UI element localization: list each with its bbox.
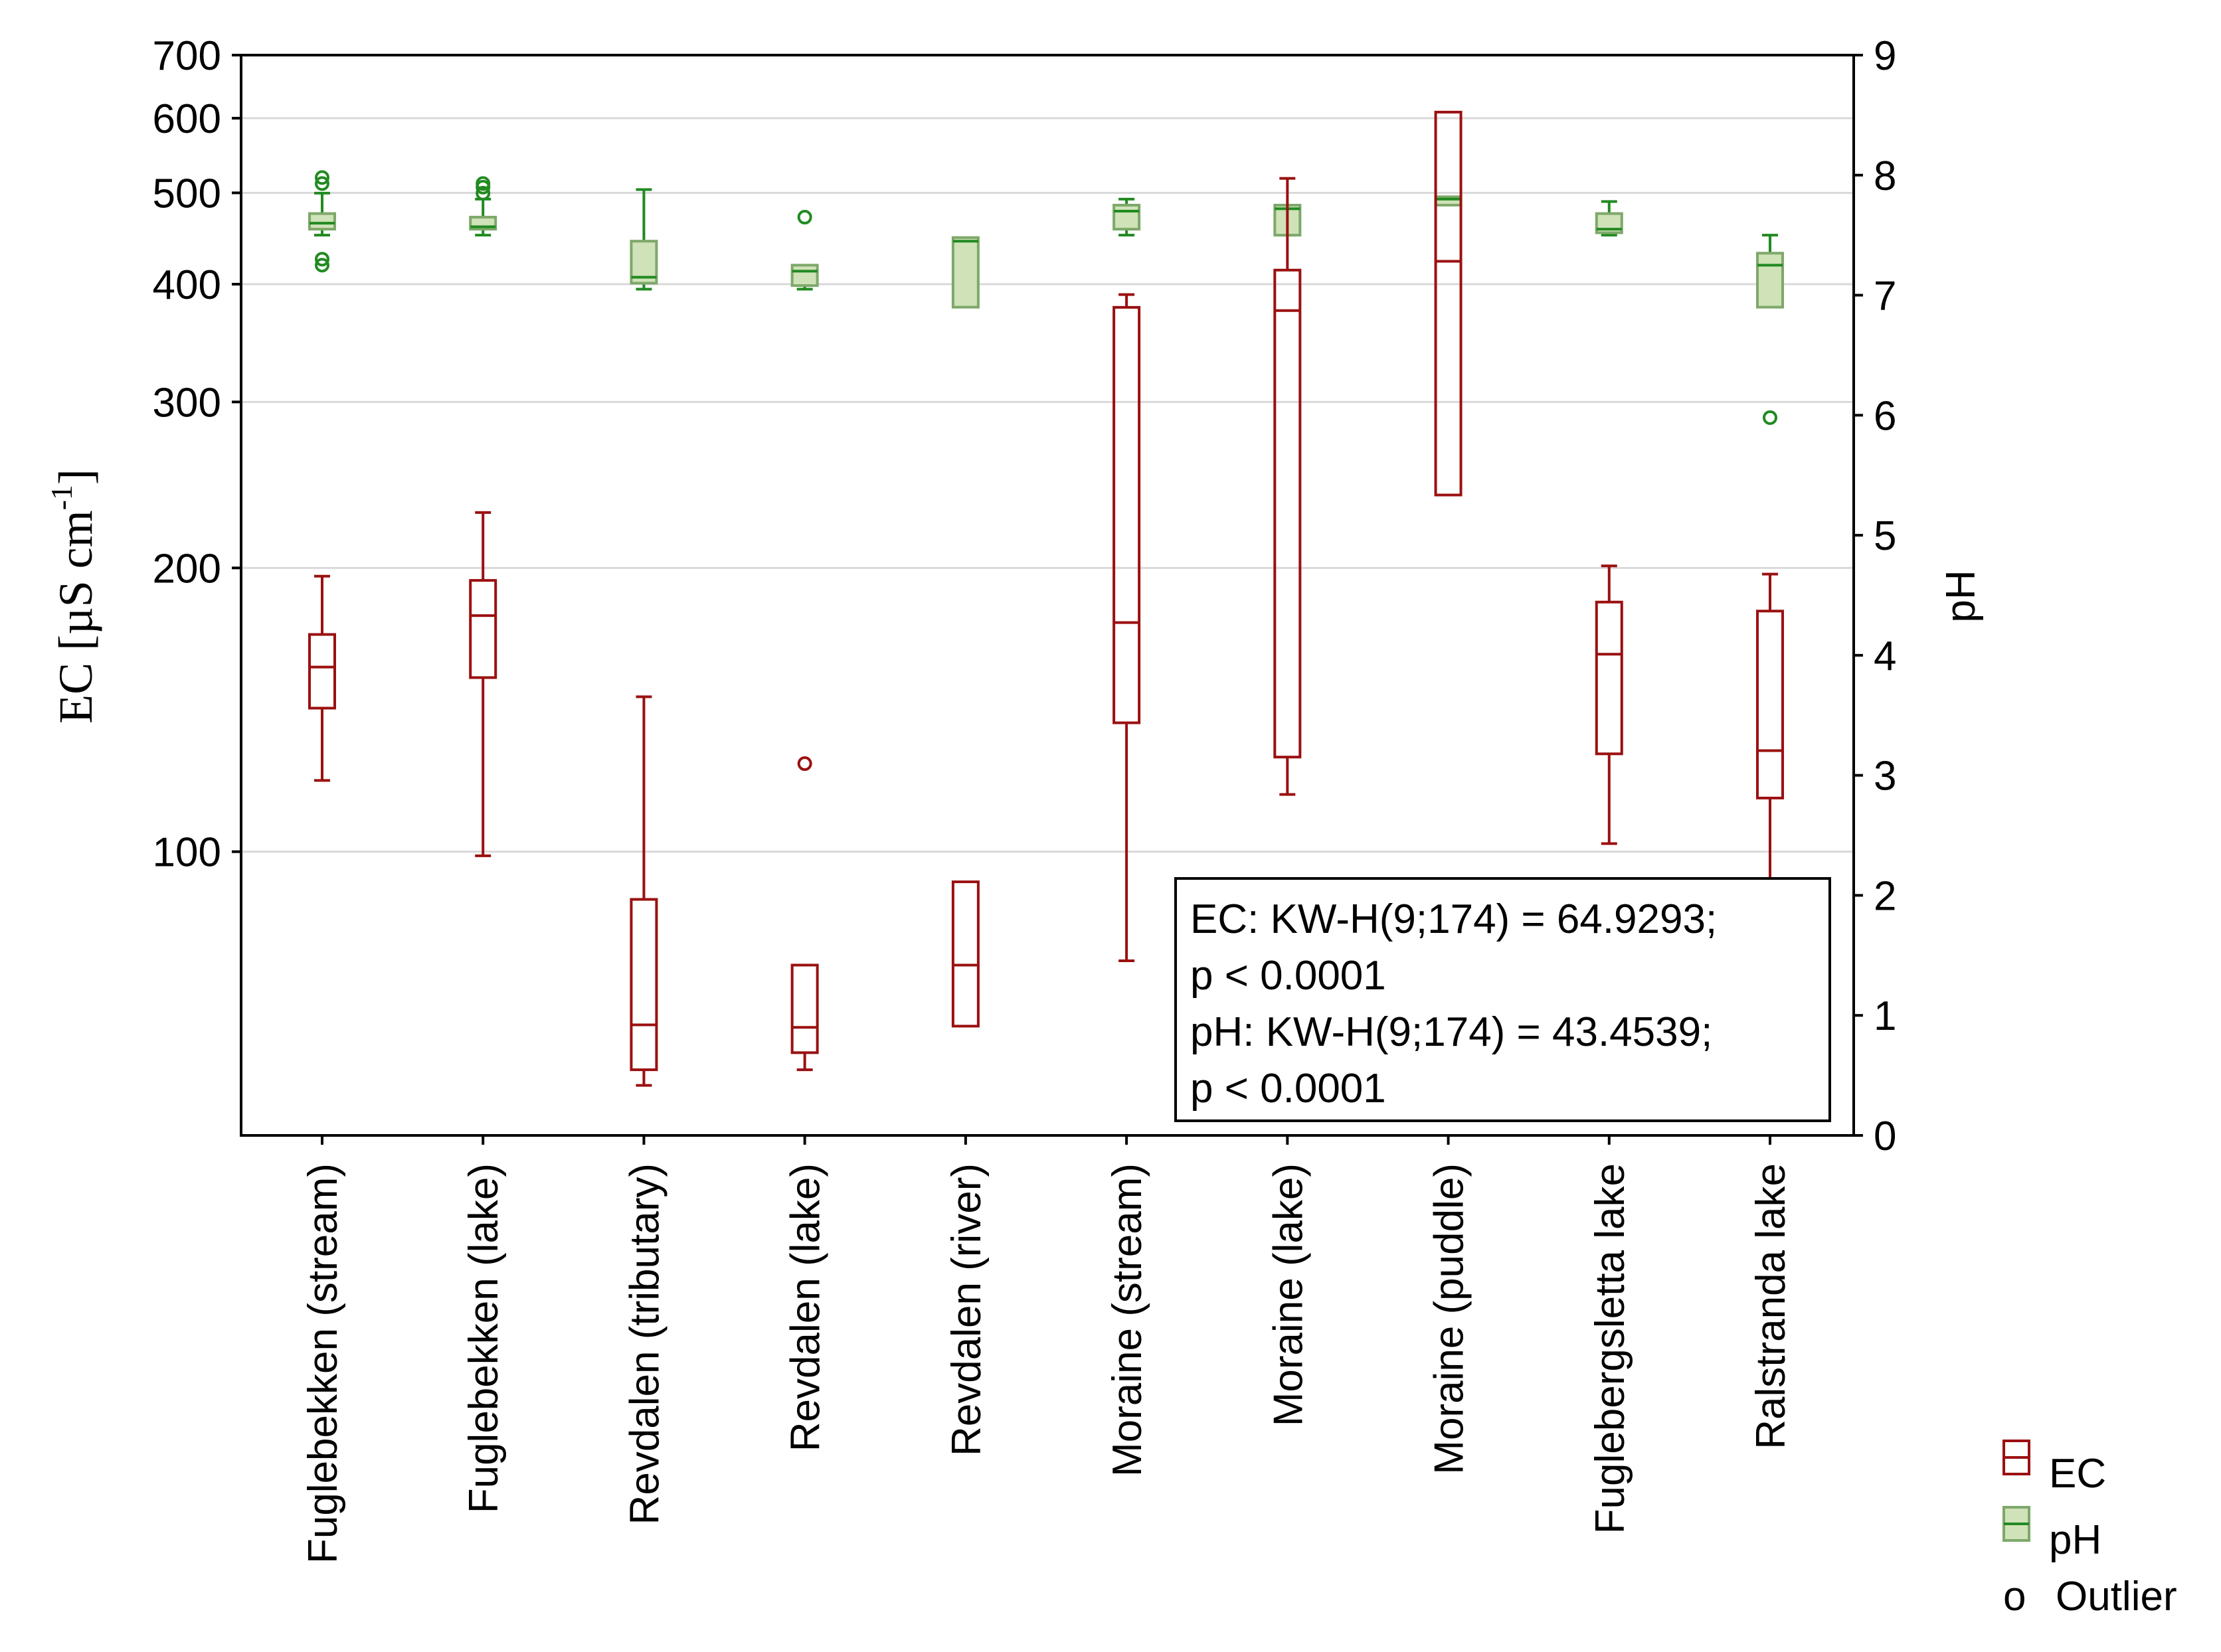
x-tick-label-0: Fuglebekken (stream) — [300, 1163, 346, 1564]
ec-iqr-0 — [308, 633, 336, 710]
right-tick-label-7: 7 — [1874, 274, 1896, 319]
x-tick-label-3: Revdalen (lake) — [783, 1163, 829, 1451]
ph-iqr-5 — [1112, 203, 1141, 231]
ph-iqr-3 — [790, 264, 819, 288]
ph-box-9 — [1756, 234, 1784, 425]
ph-outlier-1-2 — [476, 176, 491, 191]
right-tick-label-5: 5 — [1874, 513, 1896, 559]
left-tick-label-5: 600 — [153, 96, 221, 142]
plot-frame — [240, 54, 1855, 1137]
x-tick-label-1: Fuglebekken (lake) — [461, 1163, 507, 1513]
ph-box-0 — [308, 170, 336, 273]
ph-outlier-9-0 — [1763, 410, 1777, 425]
right-tick-label-8: 8 — [1874, 153, 1896, 199]
ec-box-0 — [308, 574, 336, 782]
ph-boxes — [308, 170, 1784, 425]
ec-iqr-2 — [630, 898, 658, 1072]
x-tick-label-2: Revdalen (tributary) — [622, 1163, 667, 1525]
left-axis-label-main: EC [µS cm — [49, 510, 102, 723]
ph-outlier-1-0 — [476, 185, 491, 201]
left-axis-label-close: ] — [49, 469, 102, 485]
ec-iqr-4 — [951, 880, 980, 1028]
right-tick-label-6: 6 — [1874, 393, 1896, 439]
ec-box-2 — [630, 695, 658, 1087]
ec-boxes — [308, 110, 1784, 1087]
gridlines — [241, 117, 1854, 853]
ph-iqr-0 — [308, 212, 336, 231]
annotation-line-4: p < 0.0001 — [1190, 1066, 1386, 1112]
ph-iqr-9 — [1756, 252, 1784, 309]
right-tick-label-4: 4 — [1874, 633, 1896, 679]
legend-ec-swatch — [2002, 1440, 2030, 1475]
ph-box-5 — [1112, 197, 1141, 237]
x-tick-label-4: Revdalen (river) — [944, 1163, 990, 1456]
ph-outlier-0-0 — [315, 258, 329, 273]
left-axis-label-sup: -1 — [44, 485, 78, 510]
annotation-box: EC: KW-H(9;174) = 64.9293; p < 0.0001 pH… — [1174, 877, 1831, 1122]
ec-iqr-3 — [790, 963, 819, 1054]
x-tick-label-7: Moraine (puddle) — [1427, 1163, 1472, 1475]
ph-box-7 — [1434, 195, 1463, 206]
x-axis-ticks: Fuglebekken (stream) Fuglebekken (lake) Re… — [300, 1135, 1794, 1564]
right-tick-label-0: 0 — [1874, 1114, 1896, 1159]
ph-outlier-0-2 — [315, 176, 329, 191]
ph-outlier-3-0 — [797, 210, 812, 225]
ph-outlier-0-3 — [315, 170, 329, 185]
left-tick-label-3: 400 — [153, 262, 221, 308]
ec-iqr-7 — [1434, 110, 1463, 497]
ec-outlier-3-0 — [797, 756, 812, 772]
annotation-line-1: EC: KW-H(9;174) = 64.9293; — [1190, 896, 1717, 942]
x-tick-label-6: Moraine (lake) — [1265, 1163, 1311, 1426]
annotation-frame — [1174, 877, 1831, 1122]
right-tick-label-3: 3 — [1874, 754, 1896, 799]
x-tick-label-9: Ralstranda lake — [1748, 1163, 1794, 1449]
left-axis-label: EC [µS cm-1] — [44, 469, 102, 724]
right-tick-label-1: 1 — [1874, 993, 1896, 1039]
right-tick-label-9: 9 — [1874, 33, 1896, 79]
ph-box-2 — [630, 188, 658, 291]
legend-ec-label: EC — [2049, 1451, 2106, 1497]
ph-box-8 — [1595, 200, 1623, 237]
x-tick-label-5: Moraine (stream) — [1105, 1163, 1150, 1477]
right-axis-label: pH — [1938, 570, 1984, 622]
ec-box-6 — [1273, 177, 1302, 796]
left-tick-label-4: 500 — [153, 171, 221, 216]
left-tick-label-1: 200 — [153, 546, 221, 592]
legend-outlier-glyph: o — [2003, 1574, 2026, 1619]
legend: EC pH o Outlier — [2002, 1440, 2177, 1619]
ec-iqr-8 — [1595, 600, 1623, 756]
ec-box-5 — [1112, 293, 1141, 963]
ec-iqr-5 — [1112, 305, 1141, 724]
annotation-line-3: pH: KW-H(9;174) = 43.4539; — [1190, 1009, 1712, 1055]
ph-box-3 — [790, 210, 819, 291]
left-tick-label-0: 100 — [153, 830, 221, 876]
ec-iqr-6 — [1273, 268, 1302, 759]
ph-box-1 — [469, 176, 497, 237]
ec-box-8 — [1595, 564, 1623, 845]
ec-iqr-9 — [1756, 610, 1784, 799]
legend-ph-swatch — [2002, 1506, 2030, 1542]
annotation-line-2: p < 0.0001 — [1190, 953, 1386, 999]
x-tick-label-8: Fuglebergsletta lake — [1587, 1163, 1633, 1534]
right-tick-label-2: 2 — [1874, 873, 1896, 919]
ec-box-3 — [790, 756, 819, 1072]
left-tick-label-2: 300 — [153, 380, 221, 426]
ec-box-7 — [1434, 110, 1463, 497]
left-tick-label-6: 700 — [153, 33, 221, 79]
legend-outlier-label: Outlier — [2056, 1574, 2177, 1619]
ec-iqr-1 — [469, 579, 497, 679]
ph-outlier-0-1 — [315, 252, 329, 267]
ec-box-4 — [951, 880, 980, 1028]
left-axis-ticks: 100 200 300 400 500 600 700 — [153, 33, 241, 876]
ph-box-4 — [951, 236, 980, 309]
right-axis-ticks: 0 1 2 3 4 5 6 7 8 9 — [1854, 33, 1896, 1159]
ph-iqr-4 — [951, 236, 980, 309]
legend-ph-label: pH — [2049, 1517, 2101, 1563]
ec-box-1 — [469, 511, 497, 857]
